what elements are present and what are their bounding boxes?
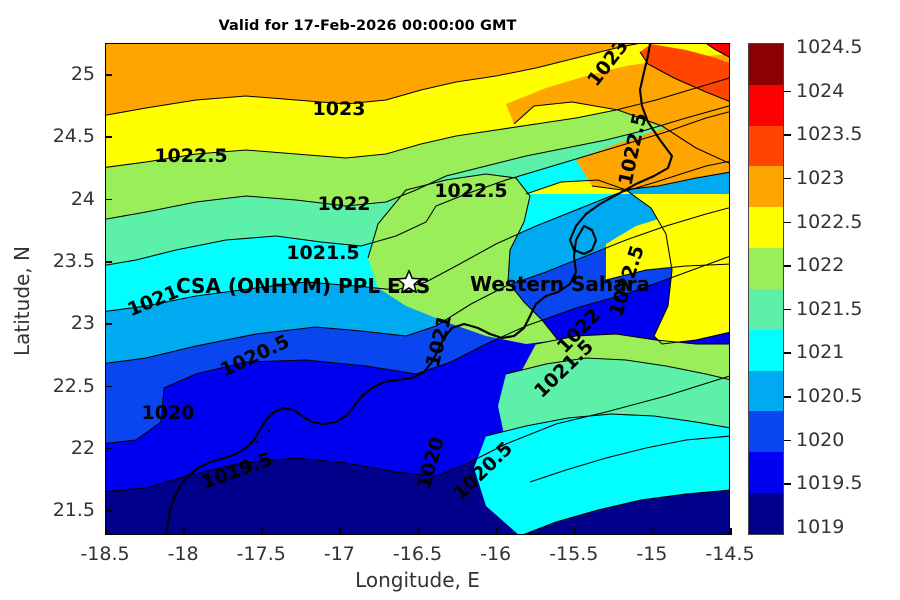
y-tick-mark — [105, 198, 112, 201]
y-tick-mark — [105, 385, 112, 388]
y-tick-label: 23 — [70, 312, 95, 335]
colorbar-band — [749, 493, 783, 534]
colorbar-band — [749, 288, 783, 330]
x-tick-mark — [730, 528, 732, 535]
colorbar-tick-label: 1020.5 — [796, 385, 863, 408]
colorbar-tick-label: 1023 — [796, 166, 845, 189]
colorbar-gradient — [748, 43, 784, 535]
y-tick-label: 22 — [70, 436, 95, 459]
x-tick-label: -15.5 — [549, 543, 599, 565]
y-tick-label: 24 — [70, 187, 95, 210]
x-tick-label: -14.5 — [705, 543, 755, 565]
x-tick-mark — [651, 528, 654, 535]
colorbar-band — [749, 44, 783, 85]
contour-map-svg — [106, 44, 729, 534]
colorbar-tick-mark — [784, 90, 791, 93]
colorbar[interactable]: 1024.5 1024 1023.5 1023 1022.5 1022 1021.5 1021… — [748, 36, 862, 538]
x-tick-mark — [105, 528, 107, 535]
colorbar-tick-label: 1023.5 — [796, 123, 863, 146]
colorbar-tick-label: 1021.5 — [796, 297, 863, 320]
colorbar-tick-mark — [784, 265, 791, 267]
y-tick-mark — [105, 136, 112, 138]
page-title: Valid for 17-Feb-2026 00:00:00 GMT — [218, 18, 517, 34]
colorbar-tick-label: 1019 — [796, 516, 845, 538]
x-tick-label: -16 — [480, 543, 512, 565]
y-tick-label: 25 — [70, 63, 95, 86]
colorbar-band — [749, 452, 783, 494]
x-tick-mark — [339, 528, 341, 535]
contour-plot-area[interactable]: 1023 1022.5 1022 1021.5 1021 1020.5 1020 1019.5… — [105, 43, 730, 535]
x-tick-mark — [573, 528, 576, 535]
colorbar-tick-label: 1022.5 — [796, 210, 863, 233]
colorbar-band — [749, 166, 783, 208]
x-tick-mark — [495, 528, 498, 535]
x-tick-label: -16.5 — [392, 543, 443, 565]
colorbar-tick-label: 1019.5 — [796, 472, 863, 495]
x-tick-mark — [417, 528, 420, 535]
y-tick-label: 22.5 — [52, 374, 95, 397]
y-tick-mark — [105, 323, 112, 325]
y-tick-label: 24.5 — [52, 125, 95, 148]
x-tick-label: -18.5 — [80, 543, 130, 565]
star-icon[interactable] — [396, 269, 422, 295]
colorbar-band — [749, 329, 783, 371]
colorbar-band — [749, 84, 783, 126]
x-tick-mark — [183, 528, 185, 535]
colorbar-tick-label: 1022 — [796, 254, 845, 277]
y-tick-mark — [105, 447, 112, 450]
x-tick-mark — [261, 528, 263, 535]
colorbar-tick-mark — [784, 439, 791, 442]
colorbar-tick-mark — [784, 352, 791, 354]
colorbar-band — [749, 411, 783, 453]
colorbar-tick-label: 1024.5 — [796, 36, 863, 58]
colorbar-tick-label: 1024 — [796, 79, 845, 102]
x-tick-label: -18 — [167, 543, 199, 565]
colorbar-tick-label: 1020 — [796, 428, 845, 451]
x-axis-label: Longitude, E — [355, 568, 480, 592]
colorbar-tick-mark — [784, 483, 791, 485]
colorbar-tick-mark — [784, 221, 791, 224]
colorbar-tick-mark — [784, 177, 791, 180]
colorbar-band — [749, 125, 783, 167]
x-tick-label: -17.5 — [236, 543, 286, 565]
y-tick-mark — [105, 510, 112, 512]
y-tick-mark — [105, 260, 112, 263]
x-tick-label: -15 — [636, 543, 668, 565]
colorbar-band — [749, 207, 783, 249]
colorbar-tick-mark — [784, 308, 791, 311]
y-tick-label: 21.5 — [52, 499, 95, 522]
y-tick-label: 23.5 — [52, 249, 95, 272]
colorbar-band — [749, 370, 783, 412]
colorbar-tick-mark — [784, 134, 791, 136]
colorbar-tick-mark — [784, 396, 791, 398]
colorbar-band — [749, 248, 783, 289]
y-tick-mark — [105, 74, 112, 76]
x-tick-label: -17 — [323, 543, 355, 565]
y-axis-label: Latitude, N — [10, 246, 34, 356]
colorbar-tick-label: 1021 — [796, 341, 845, 364]
